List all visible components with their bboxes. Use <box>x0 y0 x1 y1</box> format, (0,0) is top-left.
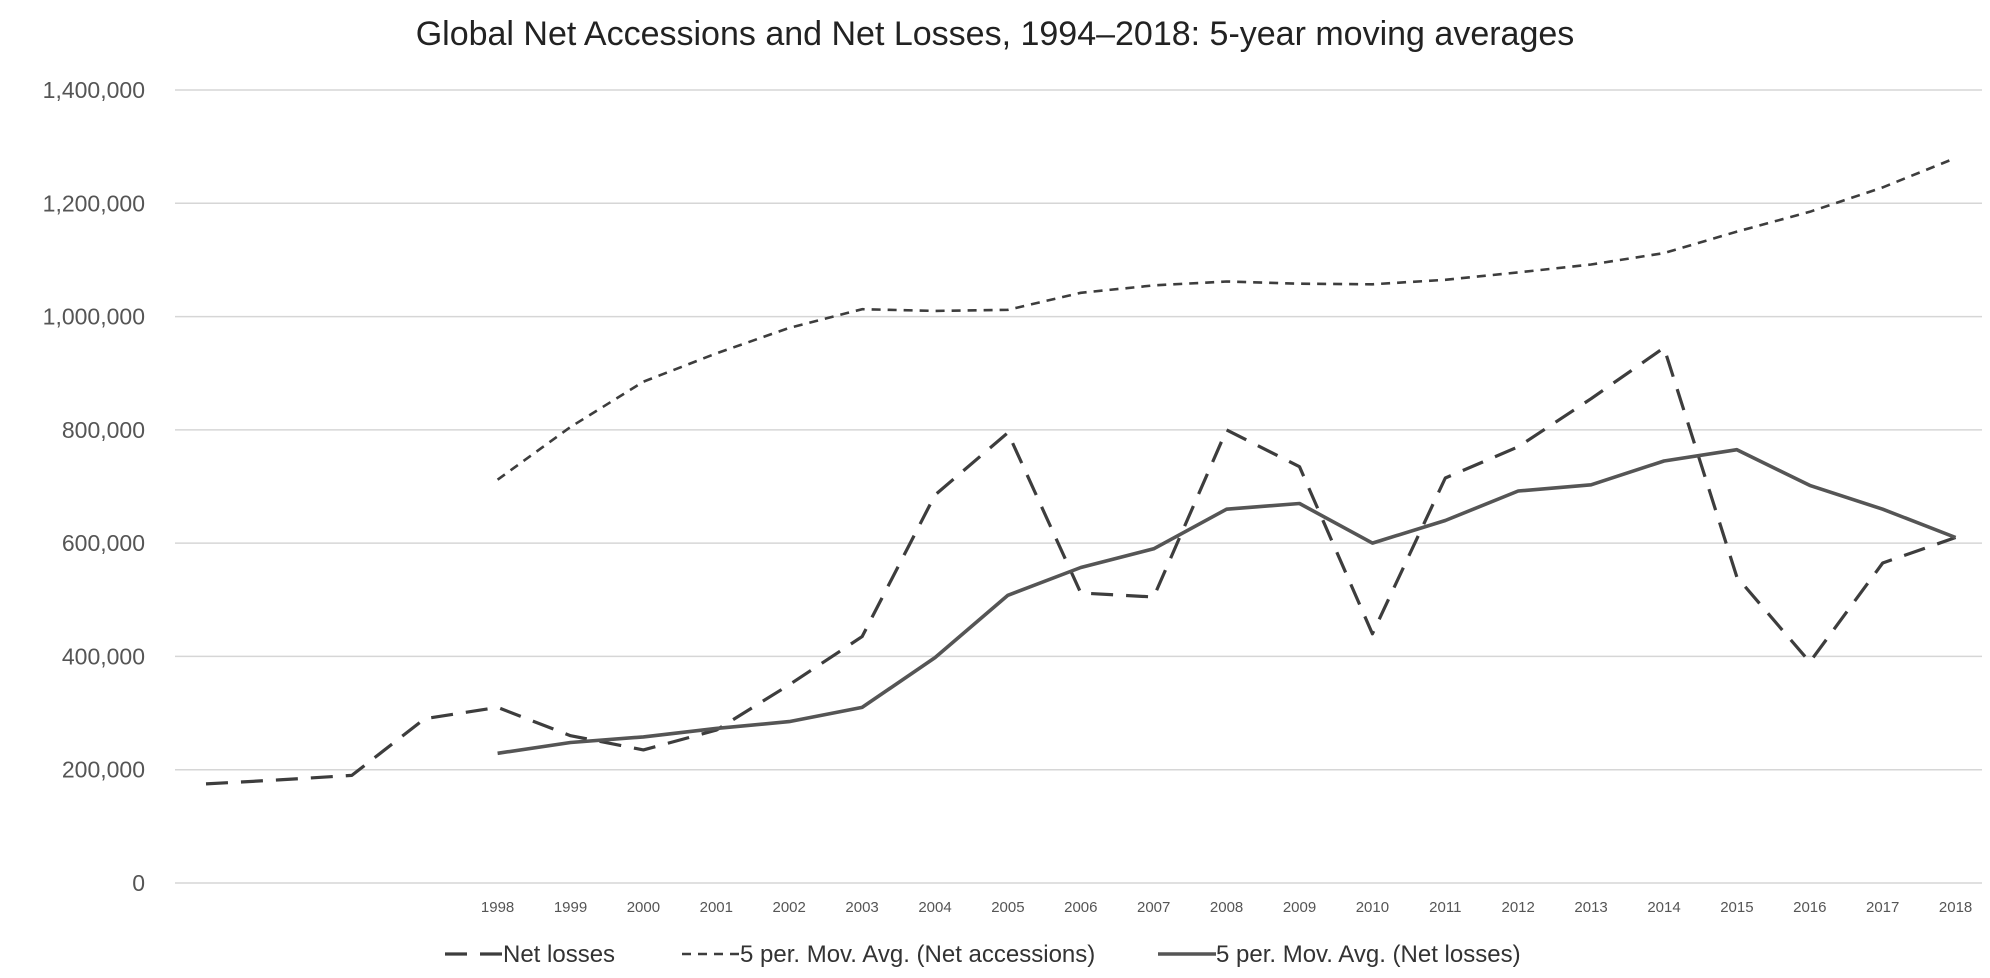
x-tick-label: 2004 <box>918 899 951 916</box>
x-tick-label: 2015 <box>1720 899 1753 916</box>
x-tick-label: 1999 <box>554 899 587 916</box>
x-tick-label: 2013 <box>1574 899 1607 916</box>
y-tick-label: 200,000 <box>62 757 145 783</box>
y-tick-label: 800,000 <box>62 417 145 443</box>
x-tick-label: 2012 <box>1502 899 1535 916</box>
x-tick-label: 2017 <box>1866 899 1899 916</box>
series-line-5-per-mov-avg-net-losses <box>497 447 1957 756</box>
legend-label: 5 per. Mov. Avg. (Net losses) <box>1216 941 1521 968</box>
x-tick-label: 2001 <box>700 899 733 916</box>
x-tick-label: 2008 <box>1210 899 1243 916</box>
series-lines <box>205 156 1957 786</box>
y-tick-label: 0 <box>132 870 145 896</box>
legend-label: 5 per. Mov. Avg. (Net accessions) <box>740 941 1095 968</box>
y-tick-label: 400,000 <box>62 643 145 669</box>
x-tick-label: 2006 <box>1064 899 1097 916</box>
x-tick-label: 2000 <box>627 899 660 916</box>
x-tick-label: 2007 <box>1137 899 1170 916</box>
y-axis-tick-labels: 0 200,000 400,000 600,000 800,000 1,000,000 1,… <box>43 77 145 896</box>
chart-title: Global Net Accessions and Net Losses, 19… <box>416 15 1575 53</box>
x-tick-label: 2005 <box>991 899 1024 916</box>
y-tick-label: 600,000 <box>62 530 145 556</box>
y-tick-label: 1,200,000 <box>43 190 145 216</box>
x-tick-label: 2011 <box>1429 899 1461 916</box>
series-line-5-per-mov-avg-net-accessions <box>496 156 1957 481</box>
x-tick-label: 2002 <box>773 899 806 916</box>
y-tick-label: 1,000,000 <box>43 304 145 330</box>
legend-label: Net losses <box>503 941 615 968</box>
y-tick-label: 1,400,000 <box>43 77 145 103</box>
x-tick-label: 2014 <box>1647 899 1680 916</box>
x-tick-label: 2016 <box>1793 899 1826 916</box>
gridlines <box>175 89 1982 884</box>
x-tick-label: 2009 <box>1283 899 1316 916</box>
x-tick-label: 1998 <box>481 899 514 916</box>
x-tick-label: 2018 <box>1939 899 1972 916</box>
legend: Net losses 5 per. Mov. Avg. (Net accessio… <box>445 941 1521 968</box>
x-tick-label: 2010 <box>1356 899 1389 916</box>
x-axis-tick-labels: 1998 1999 2000 2001 2002 2003 2004 2005 2006 2007… <box>481 899 1972 916</box>
x-tick-label: 2003 <box>845 899 878 916</box>
